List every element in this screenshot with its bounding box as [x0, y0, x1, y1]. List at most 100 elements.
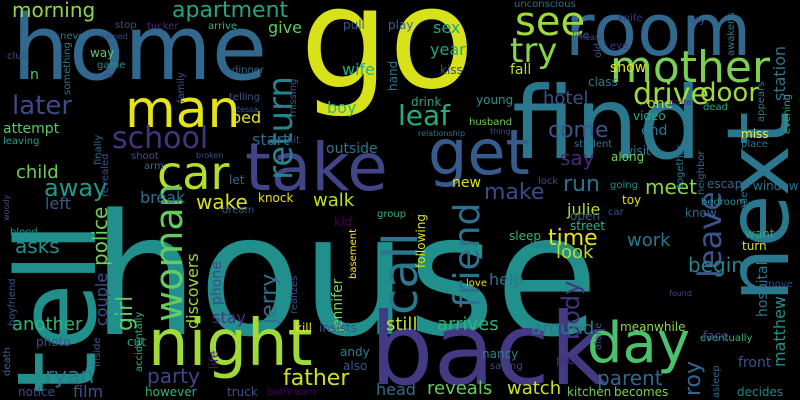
- word-child: child: [16, 162, 59, 183]
- word-escape: escape: [707, 177, 750, 191]
- word-want: want: [745, 227, 775, 241]
- word-game: game: [97, 60, 126, 71]
- word-film: film: [73, 382, 104, 400]
- word-telling: telling: [229, 92, 261, 103]
- word-man: man: [125, 80, 241, 140]
- word-year: year: [430, 40, 466, 59]
- word-hand: hand: [386, 60, 400, 91]
- word-love: love: [466, 278, 487, 289]
- word-room: room: [565, 0, 752, 72]
- word-stay: stay: [212, 308, 246, 327]
- word-n: n: [30, 67, 39, 83]
- word-kid: kid: [334, 215, 352, 229]
- word-decides: decides: [737, 385, 784, 399]
- word-morning: morning: [12, 0, 96, 22]
- word-reveals: reveals: [427, 378, 493, 399]
- word-another: another: [12, 314, 83, 335]
- word-missing: missing: [288, 78, 299, 117]
- word-along: along: [611, 150, 645, 164]
- word-car: car: [608, 207, 624, 218]
- word-ryan: ryan: [45, 364, 95, 389]
- word-run: run: [563, 172, 600, 197]
- word-show: show: [610, 60, 647, 76]
- word-way: way: [90, 46, 115, 60]
- word-couple: couple: [92, 272, 111, 326]
- word-knife: knife: [618, 13, 643, 24]
- word-hotel: hotel: [543, 88, 589, 109]
- word-pull: pull: [343, 18, 365, 32]
- word-attempt: attempt: [3, 121, 60, 137]
- word-invite: invite: [669, 98, 692, 107]
- word-work: work: [627, 230, 671, 251]
- word-let: let: [229, 173, 245, 187]
- word-party: party: [147, 364, 200, 388]
- word-station: station: [770, 46, 789, 102]
- word-begin: begin: [688, 253, 744, 277]
- word-going: going: [610, 180, 638, 191]
- word-look: look: [556, 242, 594, 263]
- word-phone: phone: [209, 261, 225, 305]
- word-time: time: [548, 226, 598, 251]
- word-like: like: [572, 30, 590, 41]
- word-dream: dream: [222, 205, 255, 216]
- word-around: around: [531, 318, 595, 339]
- word-hears: hears: [580, 33, 603, 42]
- word-apartment: apartment: [172, 0, 289, 23]
- word-visit: visit: [626, 144, 651, 158]
- word-hit: hit: [287, 135, 301, 146]
- word-away: away: [44, 174, 108, 202]
- word-made: made: [739, 191, 750, 220]
- word-matthew: matthew: [770, 296, 789, 368]
- word-help: help: [489, 270, 524, 289]
- word-car: car: [157, 146, 230, 200]
- word-still: still: [386, 314, 418, 335]
- word-outside: outside: [326, 141, 378, 157]
- word-accidentally: accidentally: [134, 311, 145, 372]
- word-drink: drink: [411, 95, 442, 109]
- word-front: front: [738, 355, 772, 371]
- word-broken: broken: [196, 151, 224, 160]
- word-stop: stop: [115, 20, 137, 31]
- word-meet: meet: [645, 175, 697, 199]
- word-club: club: [7, 51, 28, 62]
- word-find: find: [512, 65, 702, 182]
- word-bedroom: bedroom: [701, 197, 746, 208]
- word-lock: lock: [538, 176, 559, 187]
- word-leaving: leaving: [3, 136, 40, 147]
- word-get: get: [428, 116, 530, 189]
- word-door: door: [700, 78, 760, 108]
- word-fall: fall: [510, 62, 532, 78]
- word-tucker: tucker: [147, 21, 179, 32]
- word-asleep: asleep: [711, 365, 722, 398]
- word-meanwhile: meanwhile: [620, 320, 686, 334]
- word-cut: cut: [127, 335, 146, 349]
- word-blood: blood: [10, 227, 38, 238]
- word-kill: kill: [295, 321, 312, 335]
- word-move: move: [765, 279, 793, 290]
- word-new: new: [452, 175, 481, 191]
- word-asks: asks: [15, 234, 60, 258]
- word-see: see: [515, 0, 586, 45]
- word-finally: finally: [93, 134, 104, 165]
- word-family: family: [176, 72, 187, 103]
- word-face: face: [703, 329, 729, 343]
- word-notice: notice: [18, 385, 55, 399]
- word-lake: lake: [530, 240, 551, 251]
- word-left: left: [45, 194, 71, 213]
- word-nancy: nancy: [482, 347, 519, 361]
- word-photo: photo: [36, 335, 71, 349]
- word-father: father: [283, 366, 350, 391]
- word-realizes: realizes: [289, 275, 300, 314]
- word-husband: husband: [469, 117, 513, 128]
- word-dinner: dinner: [232, 65, 265, 76]
- word-end: end: [641, 123, 668, 139]
- word-insists: insists: [319, 321, 357, 335]
- word-andy: andy: [340, 345, 370, 359]
- word-walk: walk: [313, 190, 355, 211]
- word-street: street: [570, 219, 606, 233]
- word-jerry: jerry: [257, 273, 282, 324]
- word-miss: miss: [741, 127, 769, 141]
- word-know: know: [685, 206, 717, 220]
- word-following: following: [414, 213, 428, 268]
- word-shoot: shoot: [131, 151, 159, 162]
